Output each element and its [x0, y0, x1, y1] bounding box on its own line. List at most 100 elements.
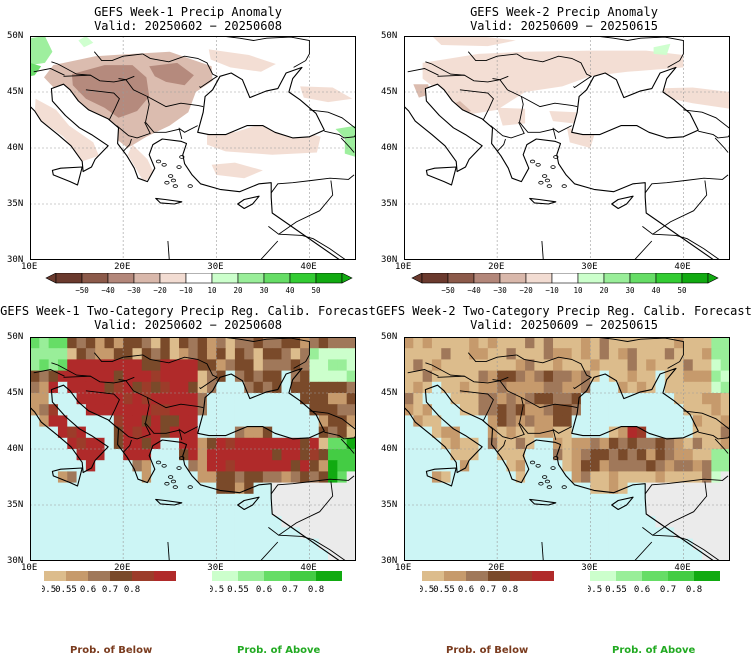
- anomaly-tick-label: −20: [519, 286, 533, 295]
- lon-label-40E: 40E: [674, 262, 691, 272]
- lon-label-20E: 20E: [488, 563, 505, 573]
- lon-label-20E: 20E: [114, 563, 131, 573]
- below_colorbar-swatch-2: [466, 571, 488, 581]
- lat-label-35N: 35N: [381, 500, 398, 510]
- below_colorbar-swatch-0: [422, 571, 444, 581]
- above_colorbar-tick-label: 0.5: [588, 585, 602, 595]
- above_colorbar-swatch-3: [668, 571, 694, 581]
- anomaly-region-10: [30, 36, 53, 66]
- above_colorbar-swatch-0: [212, 571, 238, 581]
- lat-label-30N: 30N: [7, 556, 24, 566]
- anomaly-swatch-5: [185, 273, 213, 284]
- anomaly-region-1: [422, 50, 684, 115]
- anomaly-swatch-0: [55, 273, 83, 284]
- anomaly-tick-label: −50: [75, 286, 89, 295]
- anomaly-colorbar-week2: −50 −40 −30 −20 −10 10 20 30 40 50: [411, 273, 719, 295]
- anomaly-tick-label: 20: [599, 286, 609, 295]
- panel1-title: GEFS Week-1 Precip Anomaly Valid: 202506…: [94, 5, 282, 33]
- prob-above-label-week1: Prob. of Above: [237, 645, 321, 656]
- anomaly-tick-label: 40: [651, 286, 661, 295]
- anomaly-swatch-1: [81, 273, 109, 284]
- above_colorbar-tick-label: 0.8: [686, 585, 702, 595]
- lat-label-50N: 50N: [381, 31, 398, 41]
- lat-label-40N: 40N: [7, 444, 24, 454]
- above_colorbar-swatch-3: [290, 571, 316, 581]
- above-colorbar-week2: 0.5 0.55 0.6 0.7 0.8: [588, 571, 720, 595]
- anomaly-tick-label: −30: [127, 286, 141, 295]
- anomaly-swatch-8: [629, 273, 657, 284]
- lon-label-10E: 10E: [21, 563, 38, 573]
- anomaly-tick-label: −40: [101, 286, 115, 295]
- anomaly-swatch-10: [315, 273, 343, 284]
- below_colorbar-swatch-4: [132, 571, 154, 581]
- below_colorbar-swatch-5: [154, 571, 176, 581]
- anomaly-region-4: [497, 107, 526, 126]
- panel3-title: GEFS Week-1 Two-Category Precip Reg. Cal…: [0, 304, 376, 332]
- prob-below-label-week1: Prob. of Below: [70, 645, 153, 656]
- map-panel-week2-forecast: [404, 337, 730, 561]
- anomaly-region-11: [30, 62, 42, 77]
- anomaly-region-9: [300, 86, 353, 103]
- anomaly-swatch-6: [211, 273, 239, 284]
- below_colorbar-swatch-4: [510, 571, 532, 581]
- lat-label-45N: 45N: [7, 87, 24, 97]
- lon-label-40E: 40E: [674, 563, 691, 573]
- below_colorbar-tick-label: 0.6: [80, 585, 96, 595]
- below_colorbar-tick-label: 0.7: [102, 585, 118, 595]
- above_colorbar-swatch-1: [238, 571, 264, 581]
- lat-label-35N: 35N: [7, 500, 24, 510]
- above_colorbar-tick-label: 0.6: [256, 585, 272, 595]
- lat-label-40N: 40N: [381, 143, 398, 153]
- anomaly-tick-label: −10: [545, 286, 559, 295]
- anomaly-swatch-5: [551, 273, 579, 284]
- above_colorbar-tick-label: 0.5: [210, 585, 224, 595]
- lat-label-35N: 35N: [381, 199, 398, 209]
- map-panel-week2-anomaly: [404, 36, 730, 260]
- anomaly-tick-label: −20: [153, 286, 167, 295]
- below_colorbar-tick-label: 0.5: [420, 585, 434, 595]
- lat-label-30N: 30N: [381, 255, 398, 265]
- anomaly-region-2: [431, 36, 516, 47]
- lat-label-30N: 30N: [7, 255, 24, 265]
- anomaly-swatch-0: [421, 273, 449, 284]
- anomaly-swatch-2: [107, 273, 135, 284]
- anomaly-region-6: [208, 49, 276, 72]
- lon-label-20E: 20E: [488, 262, 505, 272]
- above_colorbar-tick-label: 0.55: [605, 585, 627, 595]
- above_colorbar-tick-label: 0.7: [660, 585, 676, 595]
- lat-label-45N: 45N: [381, 388, 398, 398]
- anomaly-tick-label: 10: [573, 286, 583, 295]
- anomaly-region-12: [78, 36, 94, 48]
- anomaly-region-7: [127, 144, 155, 182]
- below_colorbar-swatch-1: [66, 571, 88, 581]
- anomaly-swatch-7: [603, 273, 631, 284]
- above_colorbar-tick-label: 0.7: [282, 585, 298, 595]
- below-colorbar-week1: 0.5 0.55 0.6 0.7 0.8: [42, 571, 176, 595]
- lon-label-10E: 10E: [395, 262, 412, 272]
- anomaly-tick-label: 10: [207, 286, 217, 295]
- below_colorbar-swatch-1: [444, 571, 466, 581]
- below_colorbar-tick-label: 0.8: [502, 585, 518, 595]
- lon-label-40E: 40E: [300, 563, 317, 573]
- anomaly-tick-label: −40: [467, 286, 481, 295]
- anomaly-swatch-4: [159, 273, 187, 284]
- anomaly-tick-label: 40: [285, 286, 295, 295]
- below_colorbar-tick-label: 0.7: [480, 585, 496, 595]
- anomaly-swatch-6: [577, 273, 605, 284]
- above_colorbar-tick-label: 0.55: [227, 585, 249, 595]
- lon-label-20E: 20E: [114, 262, 131, 272]
- above_colorbar-swatch-2: [264, 571, 290, 581]
- anomaly-swatch-9: [289, 273, 317, 284]
- below_colorbar-swatch-0: [44, 571, 66, 581]
- above_colorbar-tick-label: 0.6: [634, 585, 650, 595]
- lon-label-30E: 30E: [581, 262, 598, 272]
- lon-label-40E: 40E: [300, 262, 317, 272]
- below_colorbar-tick-label: 0.55: [433, 585, 455, 595]
- above_colorbar-tick-label: 0.8: [308, 585, 324, 595]
- lat-label-40N: 40N: [7, 143, 24, 153]
- lat-label-50N: 50N: [7, 31, 24, 41]
- above_colorbar-swatch-0: [590, 571, 616, 581]
- anomaly-tick-label: −10: [179, 286, 193, 295]
- anomaly-swatch-4: [525, 273, 553, 284]
- anomaly-swatch-8: [263, 273, 291, 284]
